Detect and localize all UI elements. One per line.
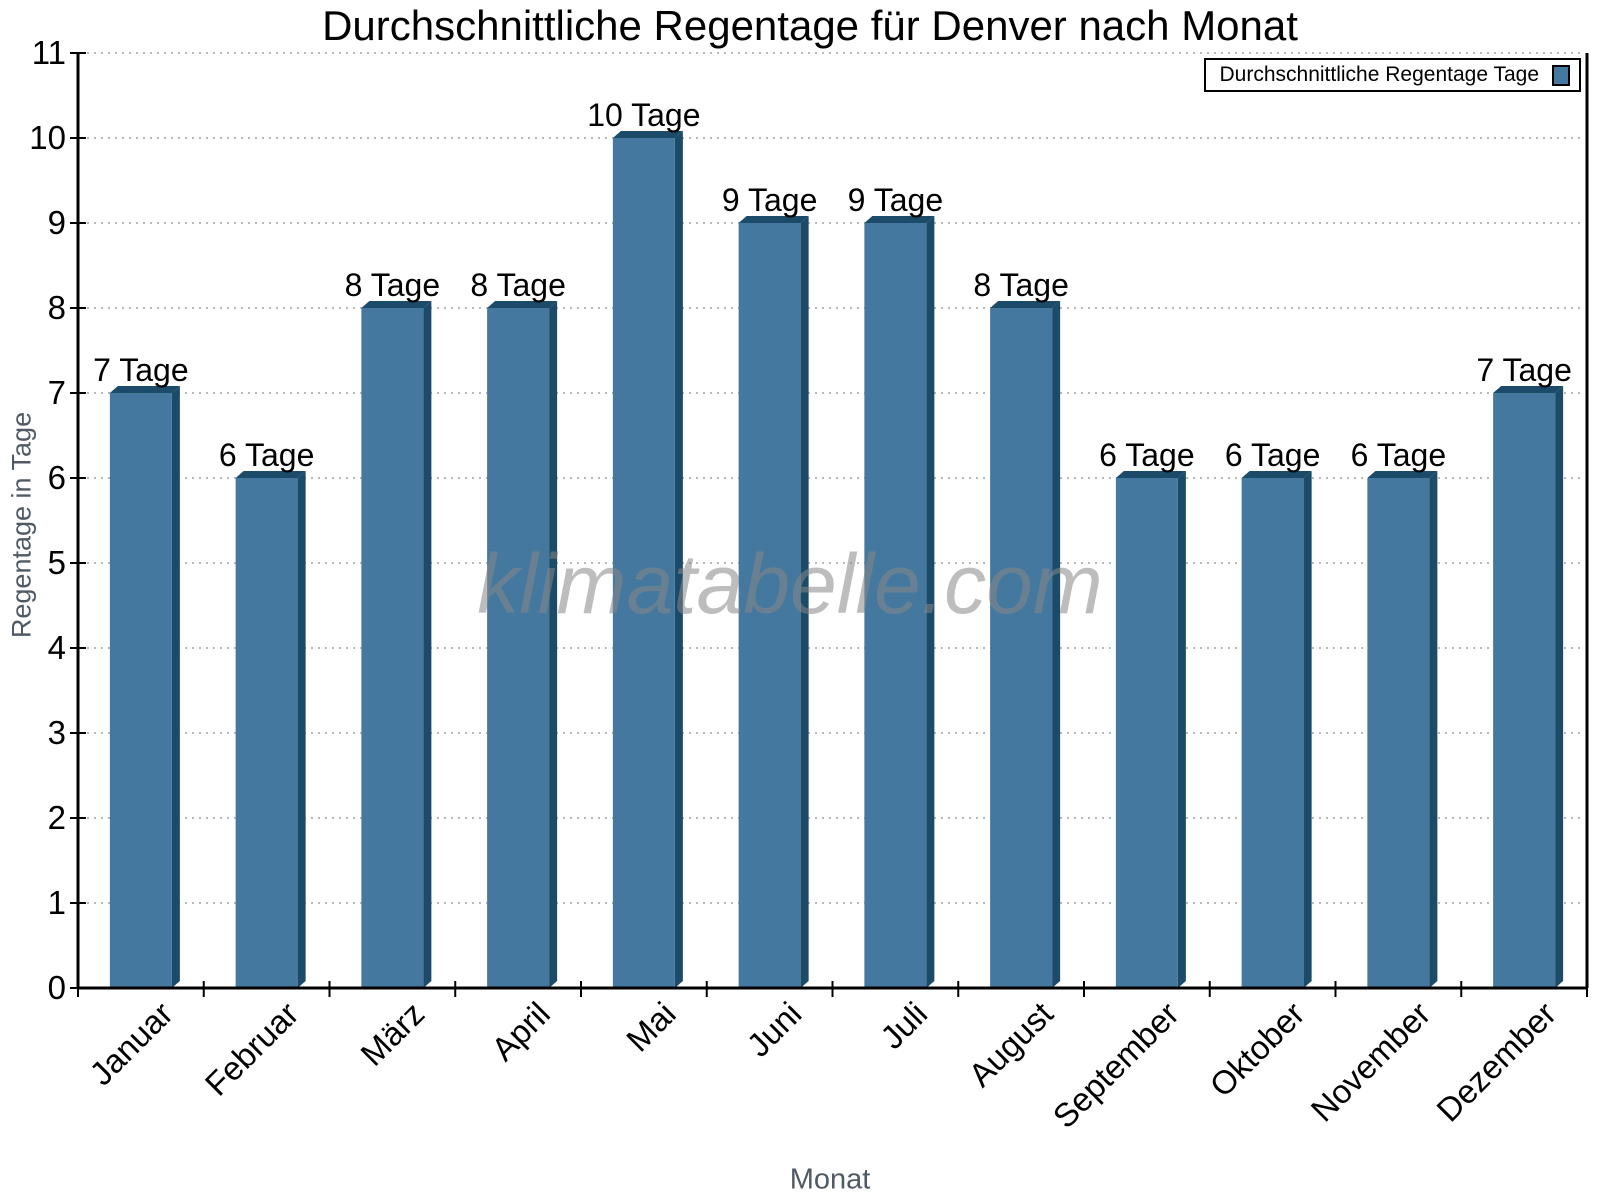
x-axis-title: Monat: [789, 1163, 871, 1196]
bar-value-label-februar: 6 Tage: [219, 437, 315, 473]
bar-side-april: [549, 301, 558, 988]
legend: Durchschnittliche Regentage Tage: [1204, 58, 1581, 92]
x-tick-label-juni: Juni: [740, 995, 809, 1064]
bar-value-label-september: 6 Tage: [1099, 437, 1195, 473]
bar-value-label-juni: 9 Tage: [722, 182, 818, 218]
y-tick-label-8: 8: [48, 289, 66, 326]
bar-januar: [109, 393, 172, 988]
y-tick-label-6: 6: [48, 459, 66, 496]
y-tick-label-9: 9: [48, 204, 66, 241]
bar-august: [990, 308, 1053, 988]
x-tick-label-juli: Juli: [873, 995, 934, 1056]
x-tick-label-marz: März: [353, 995, 431, 1073]
bar-marz: [361, 308, 424, 988]
y-tick-label-2: 2: [48, 799, 66, 836]
bar-top-november: [1367, 471, 1438, 478]
bar-februar: [235, 478, 298, 988]
bar-value-label-januar: 7 Tage: [93, 352, 189, 388]
bar-top-marz: [361, 301, 432, 308]
bar-top-oktober: [1241, 471, 1312, 478]
x-tick-label-oktober: Oktober: [1202, 995, 1311, 1104]
y-tick-label-5: 5: [48, 544, 66, 581]
bar-side-november: [1429, 471, 1438, 988]
legend-color-swatch: [1552, 64, 1570, 86]
chart-title: Durchschnittliche Regentage für Denver n…: [322, 2, 1298, 49]
bar-april: [487, 308, 550, 988]
y-tick-label-10: 10: [29, 119, 66, 156]
bar-side-august: [1052, 301, 1061, 988]
x-tick-label-januar: Januar: [82, 995, 180, 1093]
x-tick-label-november: November: [1304, 995, 1438, 1129]
bar-side-marz: [423, 301, 432, 988]
y-tick-label-7: 7: [48, 374, 66, 411]
y-tick-label-1: 1: [48, 884, 66, 921]
y-tick-label-3: 3: [48, 714, 66, 751]
bar-september: [1115, 478, 1178, 988]
bar-value-label-november: 6 Tage: [1351, 437, 1447, 473]
bar-top-februar: [235, 471, 306, 478]
bar-side-mai: [674, 131, 683, 988]
bar-top-juli: [864, 216, 935, 223]
bar-side-september: [1177, 471, 1186, 988]
bar-side-februar: [297, 471, 306, 988]
x-tick-label-august: August: [961, 995, 1060, 1094]
bar-top-april: [487, 301, 558, 308]
bar-top-august: [990, 301, 1061, 308]
bar-juli: [864, 223, 927, 988]
bar-value-label-juli: 9 Tage: [848, 182, 944, 218]
y-tick-label-4: 4: [48, 629, 66, 666]
bar-top-mai: [612, 131, 683, 138]
x-tick-label-februar: Februar: [198, 995, 306, 1103]
bar-oktober: [1241, 478, 1304, 988]
bar-november: [1367, 478, 1430, 988]
x-tick-label-september: September: [1046, 995, 1186, 1135]
bar-top-september: [1115, 471, 1186, 478]
watermark-text: klimatabelle.com: [477, 537, 1103, 631]
bar-side-januar: [171, 386, 180, 988]
y-tick-label-11: 11: [32, 34, 66, 71]
bar-side-dezember: [1555, 386, 1564, 988]
bar-value-label-august: 8 Tage: [973, 267, 1069, 303]
bar-value-label-april: 8 Tage: [470, 267, 566, 303]
x-tick-label-mai: Mai: [619, 995, 683, 1059]
bar-side-oktober: [1303, 471, 1312, 988]
y-tick-label-0: 0: [48, 969, 66, 1006]
bar-dezember: [1493, 393, 1556, 988]
x-tick-label-dezember: Dezember: [1429, 995, 1563, 1129]
x-tick-label-april: April: [484, 995, 557, 1068]
bar-value-label-dezember: 7 Tage: [1476, 352, 1572, 388]
bar-mai: [612, 138, 675, 988]
bar-juni: [738, 223, 801, 988]
bar-value-label-mai: 10 Tage: [587, 97, 700, 133]
bar-top-juni: [738, 216, 809, 223]
bar-value-label-oktober: 6 Tage: [1225, 437, 1321, 473]
bar-value-label-marz: 8 Tage: [345, 267, 441, 303]
bar-top-dezember: [1493, 386, 1564, 393]
bar-side-juni: [800, 216, 809, 988]
legend-label: Durchschnittliche Regentage Tage: [1219, 63, 1539, 86]
bar-side-juli: [926, 216, 935, 988]
bar-top-januar: [109, 386, 180, 393]
